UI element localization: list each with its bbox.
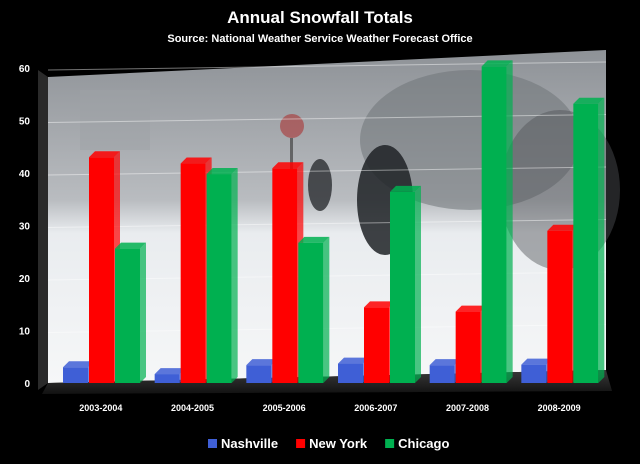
- bar-top: [272, 162, 304, 169]
- bar-top: [455, 305, 487, 312]
- bar: [89, 157, 114, 383]
- bar: [429, 365, 455, 383]
- bar: [246, 365, 272, 383]
- bar: [364, 307, 389, 383]
- bar: [154, 374, 180, 383]
- bar: [573, 103, 599, 383]
- x-tick-label: 2003-2004: [79, 403, 122, 413]
- bar-top: [180, 157, 212, 164]
- bar: [272, 168, 298, 383]
- bar: [521, 364, 547, 383]
- gridline: [47, 114, 607, 123]
- bar-side: [323, 236, 330, 383]
- bar-side: [140, 242, 146, 383]
- y-axis-ticks: 0 10 20 30 40 50 60: [19, 64, 31, 390]
- y-tick-label: 30: [19, 222, 31, 233]
- bar-top: [521, 358, 553, 365]
- bar-top: [206, 168, 238, 175]
- x-tick-label: 2007-2008: [446, 403, 489, 413]
- legend-label: Nashville: [221, 436, 278, 451]
- bar-side: [231, 168, 238, 383]
- legend-swatch: [296, 439, 306, 448]
- x-axis-ticks: 2003-2004 2004-2005 2005-2006 2006-2007 2007…: [79, 403, 580, 413]
- y-tick-label: 20: [19, 274, 31, 285]
- bar: [180, 163, 206, 383]
- bar: [455, 311, 481, 383]
- bar-top: [115, 242, 146, 249]
- bar: [298, 242, 324, 383]
- y-tick-label: 0: [24, 379, 30, 390]
- bar-top: [338, 357, 369, 364]
- bar-top: [63, 361, 94, 368]
- bars: [63, 60, 605, 384]
- gridline: [47, 219, 607, 228]
- legend-label: New York: [309, 436, 368, 451]
- bar-top: [429, 359, 461, 366]
- y-tick-label: 50: [19, 117, 31, 128]
- bar-top: [298, 236, 330, 243]
- bar: [206, 174, 232, 383]
- chart-title: Annual Snowfall Totals: [227, 8, 413, 27]
- bar-side: [415, 185, 421, 383]
- bar-top: [547, 224, 579, 231]
- bar: [338, 363, 363, 383]
- bar-side: [598, 97, 605, 383]
- y-tick-label: 40: [19, 169, 31, 180]
- x-tick-label: 2008-2009: [538, 403, 581, 413]
- legend: Nashville New York Chicago: [208, 436, 449, 451]
- bar-top: [573, 97, 605, 104]
- bar-top: [154, 368, 186, 375]
- bar-top: [364, 301, 395, 308]
- bar: [481, 66, 507, 384]
- x-tick-label: 2006-2007: [354, 403, 397, 413]
- bar: [115, 248, 140, 383]
- x-tick-label: 2005-2006: [263, 403, 306, 413]
- chart-subtitle: Source: National Weather Service Weather…: [167, 33, 473, 45]
- bar-top: [246, 359, 278, 366]
- bar-top: [481, 60, 513, 67]
- legend-swatch: [385, 439, 395, 448]
- bar-top: [89, 151, 120, 158]
- bar: [63, 367, 88, 383]
- y-tick-label: 10: [19, 327, 31, 338]
- legend-swatch: [208, 439, 217, 448]
- gridline: [47, 61, 607, 71]
- bar-top: [390, 185, 421, 192]
- bar: [390, 191, 415, 383]
- legend-label: Chicago: [398, 436, 449, 451]
- x-tick-label: 2004-2005: [171, 403, 214, 413]
- bar-side: [506, 60, 513, 384]
- y-tick-label: 60: [19, 64, 31, 75]
- chart-left-wall: [38, 70, 48, 390]
- gridline: [47, 166, 607, 176]
- bar: [547, 230, 573, 383]
